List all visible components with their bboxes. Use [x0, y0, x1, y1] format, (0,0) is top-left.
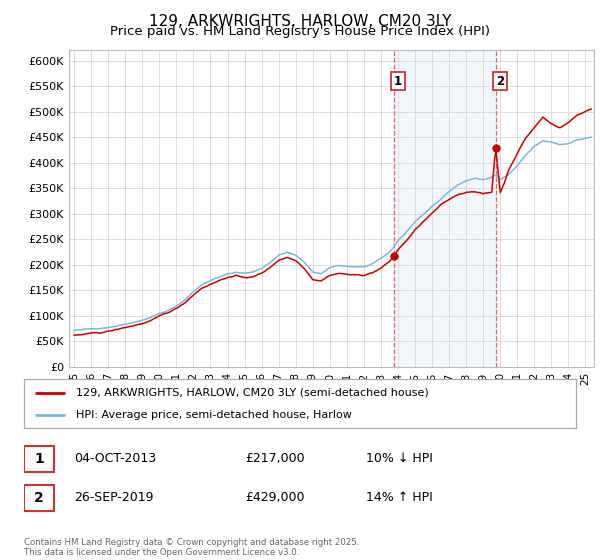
Text: 04-OCT-2013: 04-OCT-2013	[74, 452, 156, 465]
Text: Contains HM Land Registry data © Crown copyright and database right 2025.
This d: Contains HM Land Registry data © Crown c…	[24, 538, 359, 557]
Text: 2: 2	[34, 491, 44, 505]
Bar	[394, 50, 496, 367]
FancyBboxPatch shape	[24, 446, 55, 472]
Text: 1: 1	[34, 452, 44, 466]
Text: 26-SEP-2019: 26-SEP-2019	[74, 491, 153, 504]
FancyBboxPatch shape	[24, 485, 55, 511]
Text: 14% ↑ HPI: 14% ↑ HPI	[366, 491, 433, 504]
Text: 129, ARKWRIGHTS, HARLOW, CM20 3LY (semi-detached house): 129, ARKWRIGHTS, HARLOW, CM20 3LY (semi-…	[76, 388, 429, 398]
Text: 10% ↓ HPI: 10% ↓ HPI	[366, 452, 433, 465]
Text: 1: 1	[394, 74, 402, 87]
Text: £217,000: £217,000	[245, 452, 304, 465]
Text: £429,000: £429,000	[245, 491, 304, 504]
Text: Price paid vs. HM Land Registry's House Price Index (HPI): Price paid vs. HM Land Registry's House …	[110, 25, 490, 38]
Text: 129, ARKWRIGHTS, HARLOW, CM20 3LY: 129, ARKWRIGHTS, HARLOW, CM20 3LY	[149, 14, 451, 29]
Text: HPI: Average price, semi-detached house, Harlow: HPI: Average price, semi-detached house,…	[76, 409, 352, 419]
Text: 2: 2	[496, 74, 504, 87]
